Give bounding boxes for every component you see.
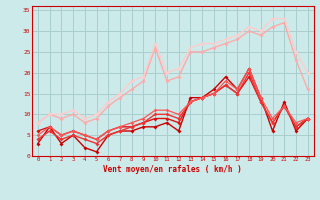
X-axis label: Vent moyen/en rafales ( km/h ): Vent moyen/en rafales ( km/h ) xyxy=(103,165,242,174)
